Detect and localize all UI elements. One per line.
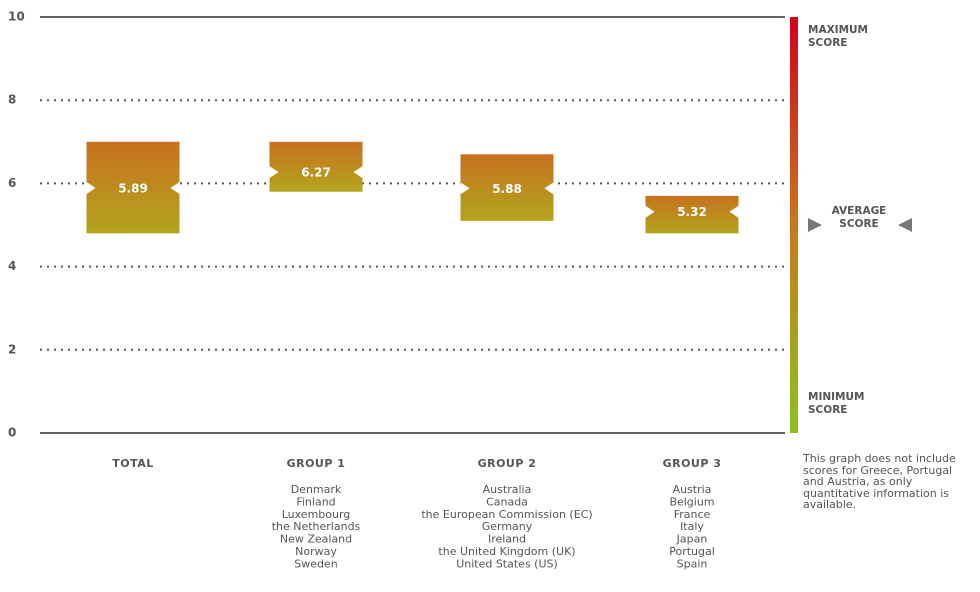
score-scale [790,17,798,433]
legend-max: MAXIMUM SCORE [808,24,869,49]
value-label: 5.32 [677,205,707,219]
y-tick-label: 4 [8,259,16,273]
member-label: Austria [673,483,712,496]
member-label: Italy [680,520,704,533]
y-tick-label: 0 [8,426,16,440]
category-label: GROUP 3 [663,457,722,470]
note: This graph does not include scores for G… [803,452,956,511]
average-marker [729,205,739,218]
average-marker [269,166,279,179]
member-label: the Netherlands [272,520,361,533]
member-label: Portugal [669,545,715,558]
value-label: 6.27 [301,166,331,180]
range-box [460,154,554,221]
member-label: Finland [296,495,335,508]
average-marker [460,182,470,195]
range-box [269,141,363,192]
member-label: Norway [295,545,337,558]
legend-avg: AVERAGE SCORE [831,205,887,230]
category-label: TOTAL [112,457,154,470]
member-label: the European Commission (EC) [421,508,592,521]
category-label: GROUP 1 [287,457,346,470]
member-label: Belgium [669,495,714,508]
range-box [645,195,739,234]
member-label: New Zealand [280,533,352,546]
average-marker [86,181,96,194]
range-box [86,141,180,234]
member-label: Japan [676,533,708,546]
member-label: Luxembourg [282,508,351,521]
member-label: the United Kingdom (UK) [438,545,575,558]
y-tick-label: 10 [8,10,25,24]
member-label: Germany [482,520,533,533]
member-label: Spain [677,557,708,570]
legend-min: MINIMUM SCORE [808,391,865,416]
member-label: Denmark [291,483,342,496]
average-marker [645,205,655,218]
member-label: France [674,508,711,521]
y-tick-label: 8 [8,93,16,107]
average-marker [353,166,363,179]
category-label: GROUP 2 [478,457,537,470]
y-tick-label: 6 [8,176,16,190]
member-label: Canada [486,495,528,508]
average-marker [544,182,554,195]
y-tick-label: 2 [8,342,16,356]
member-label: Sweden [294,557,337,570]
average-marker [170,181,180,194]
member-label: United States (US) [456,557,558,570]
value-label: 5.89 [118,181,148,195]
legend-marker [808,218,822,232]
legend-marker [898,218,912,232]
member-label: Australia [483,483,532,496]
member-label: Ireland [488,533,526,546]
value-label: 5.88 [492,182,522,196]
